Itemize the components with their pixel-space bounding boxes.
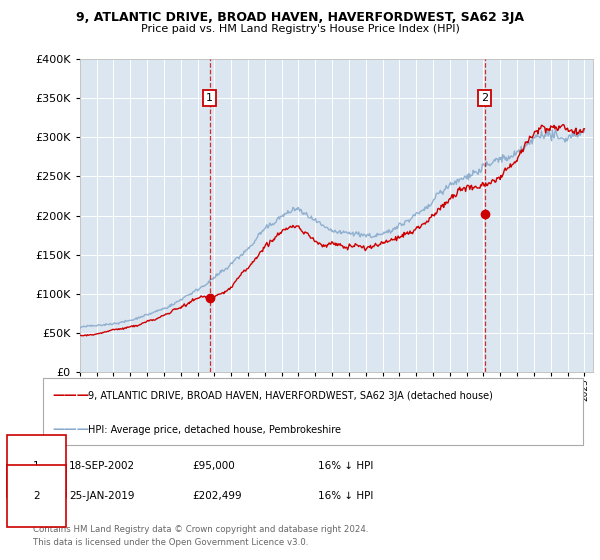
Text: 16% ↓ HPI: 16% ↓ HPI <box>318 491 373 501</box>
Text: 18-SEP-2002: 18-SEP-2002 <box>69 461 135 471</box>
Text: 9, ATLANTIC DRIVE, BROAD HAVEN, HAVERFORDWEST, SA62 3JA (detached house): 9, ATLANTIC DRIVE, BROAD HAVEN, HAVERFOR… <box>88 391 493 401</box>
Text: 2: 2 <box>33 491 40 501</box>
Text: 1: 1 <box>33 461 40 471</box>
Text: 25-JAN-2019: 25-JAN-2019 <box>69 491 134 501</box>
Text: ———: ——— <box>52 389 89 403</box>
Text: 16% ↓ HPI: 16% ↓ HPI <box>318 461 373 471</box>
Text: 2: 2 <box>481 93 488 103</box>
Text: 9, ATLANTIC DRIVE, BROAD HAVEN, HAVERFORDWEST, SA62 3JA: 9, ATLANTIC DRIVE, BROAD HAVEN, HAVERFOR… <box>76 11 524 24</box>
Text: HPI: Average price, detached house, Pembrokeshire: HPI: Average price, detached house, Pemb… <box>88 424 341 435</box>
Text: ———: ——— <box>52 423 89 436</box>
Text: This data is licensed under the Open Government Licence v3.0.: This data is licensed under the Open Gov… <box>33 538 308 547</box>
Text: 1: 1 <box>206 93 213 103</box>
Text: £95,000: £95,000 <box>192 461 235 471</box>
Text: £202,499: £202,499 <box>192 491 242 501</box>
Text: Contains HM Land Registry data © Crown copyright and database right 2024.: Contains HM Land Registry data © Crown c… <box>33 525 368 534</box>
Text: Price paid vs. HM Land Registry's House Price Index (HPI): Price paid vs. HM Land Registry's House … <box>140 24 460 34</box>
